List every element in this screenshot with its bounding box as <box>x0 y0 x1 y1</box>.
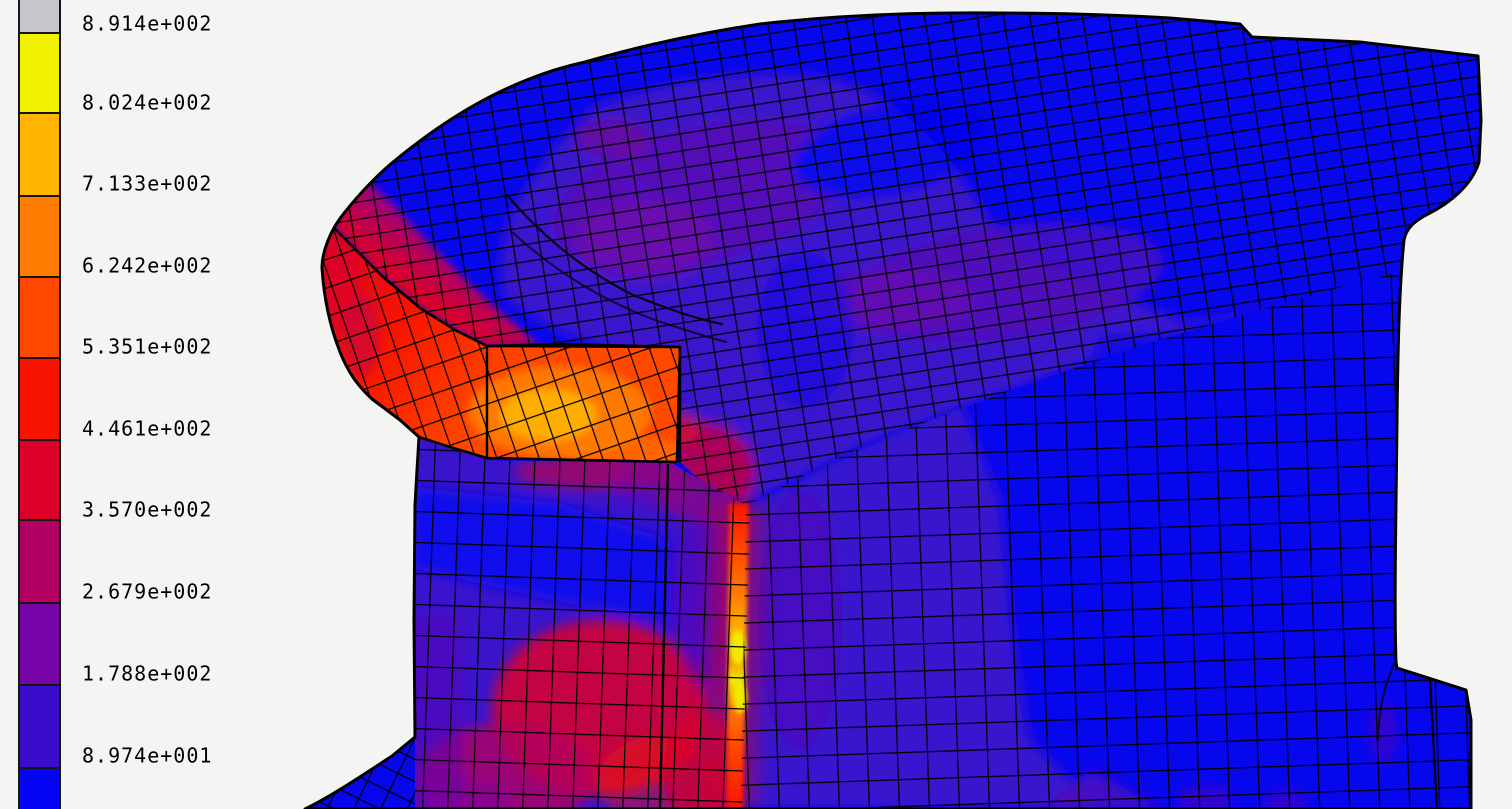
legend-value-label: 3.570e+002 <box>82 498 212 522</box>
legend-swatch-7 <box>18 519 61 604</box>
legend-swatch-10 <box>18 767 61 809</box>
legend-swatch-3 <box>18 195 61 278</box>
legend-swatch-4 <box>18 276 61 359</box>
legend-swatch-2 <box>18 112 61 197</box>
legend-swatch-8 <box>18 602 61 686</box>
legend-value-label: 4.461e+002 <box>82 417 212 441</box>
legend-value-label: 6.242e+002 <box>82 254 212 278</box>
legend-value-label: 1.788e+002 <box>82 662 212 686</box>
legend-value-label: 2.679e+002 <box>82 580 212 604</box>
contour-legend: 8.914e+002 8.024e+002 7.133e+002 6.242e+… <box>18 0 212 809</box>
legend-swatch-9 <box>18 684 61 769</box>
legend-swatch-6 <box>18 439 61 521</box>
legend-swatch-1 <box>18 32 61 114</box>
legend-value-label: 5.351e+002 <box>82 335 212 359</box>
legend-swatch-0 <box>18 0 61 34</box>
legend-labels: 8.914e+002 8.024e+002 7.133e+002 6.242e+… <box>82 12 212 768</box>
legend-value-label: 7.133e+002 <box>82 172 212 196</box>
model-silhouette-outline <box>303 11 1483 809</box>
legend-value-label: 8.914e+002 <box>82 12 212 36</box>
legend-value-label: 8.974e+001 <box>82 744 212 768</box>
legend-value-label: 8.024e+002 <box>82 91 212 115</box>
legend-swatch-5 <box>18 357 61 441</box>
legend-color-bar <box>18 0 61 809</box>
